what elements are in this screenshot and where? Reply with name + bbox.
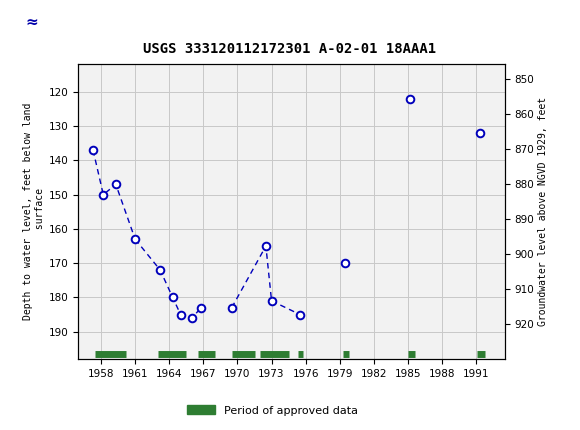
Text: USGS: USGS: [81, 15, 128, 30]
Text: USGS 333120112172301 A-02-01 18AAA1: USGS 333120112172301 A-02-01 18AAA1: [143, 42, 437, 56]
Text: ≈: ≈: [26, 15, 38, 30]
Y-axis label: Depth to water level, feet below land
 surface: Depth to water level, feet below land su…: [23, 103, 45, 320]
Legend: Period of approved data: Period of approved data: [183, 401, 362, 420]
Y-axis label: Groundwater level above NGVD 1929, feet: Groundwater level above NGVD 1929, feet: [538, 97, 548, 326]
Bar: [6, 4, 64, 41]
